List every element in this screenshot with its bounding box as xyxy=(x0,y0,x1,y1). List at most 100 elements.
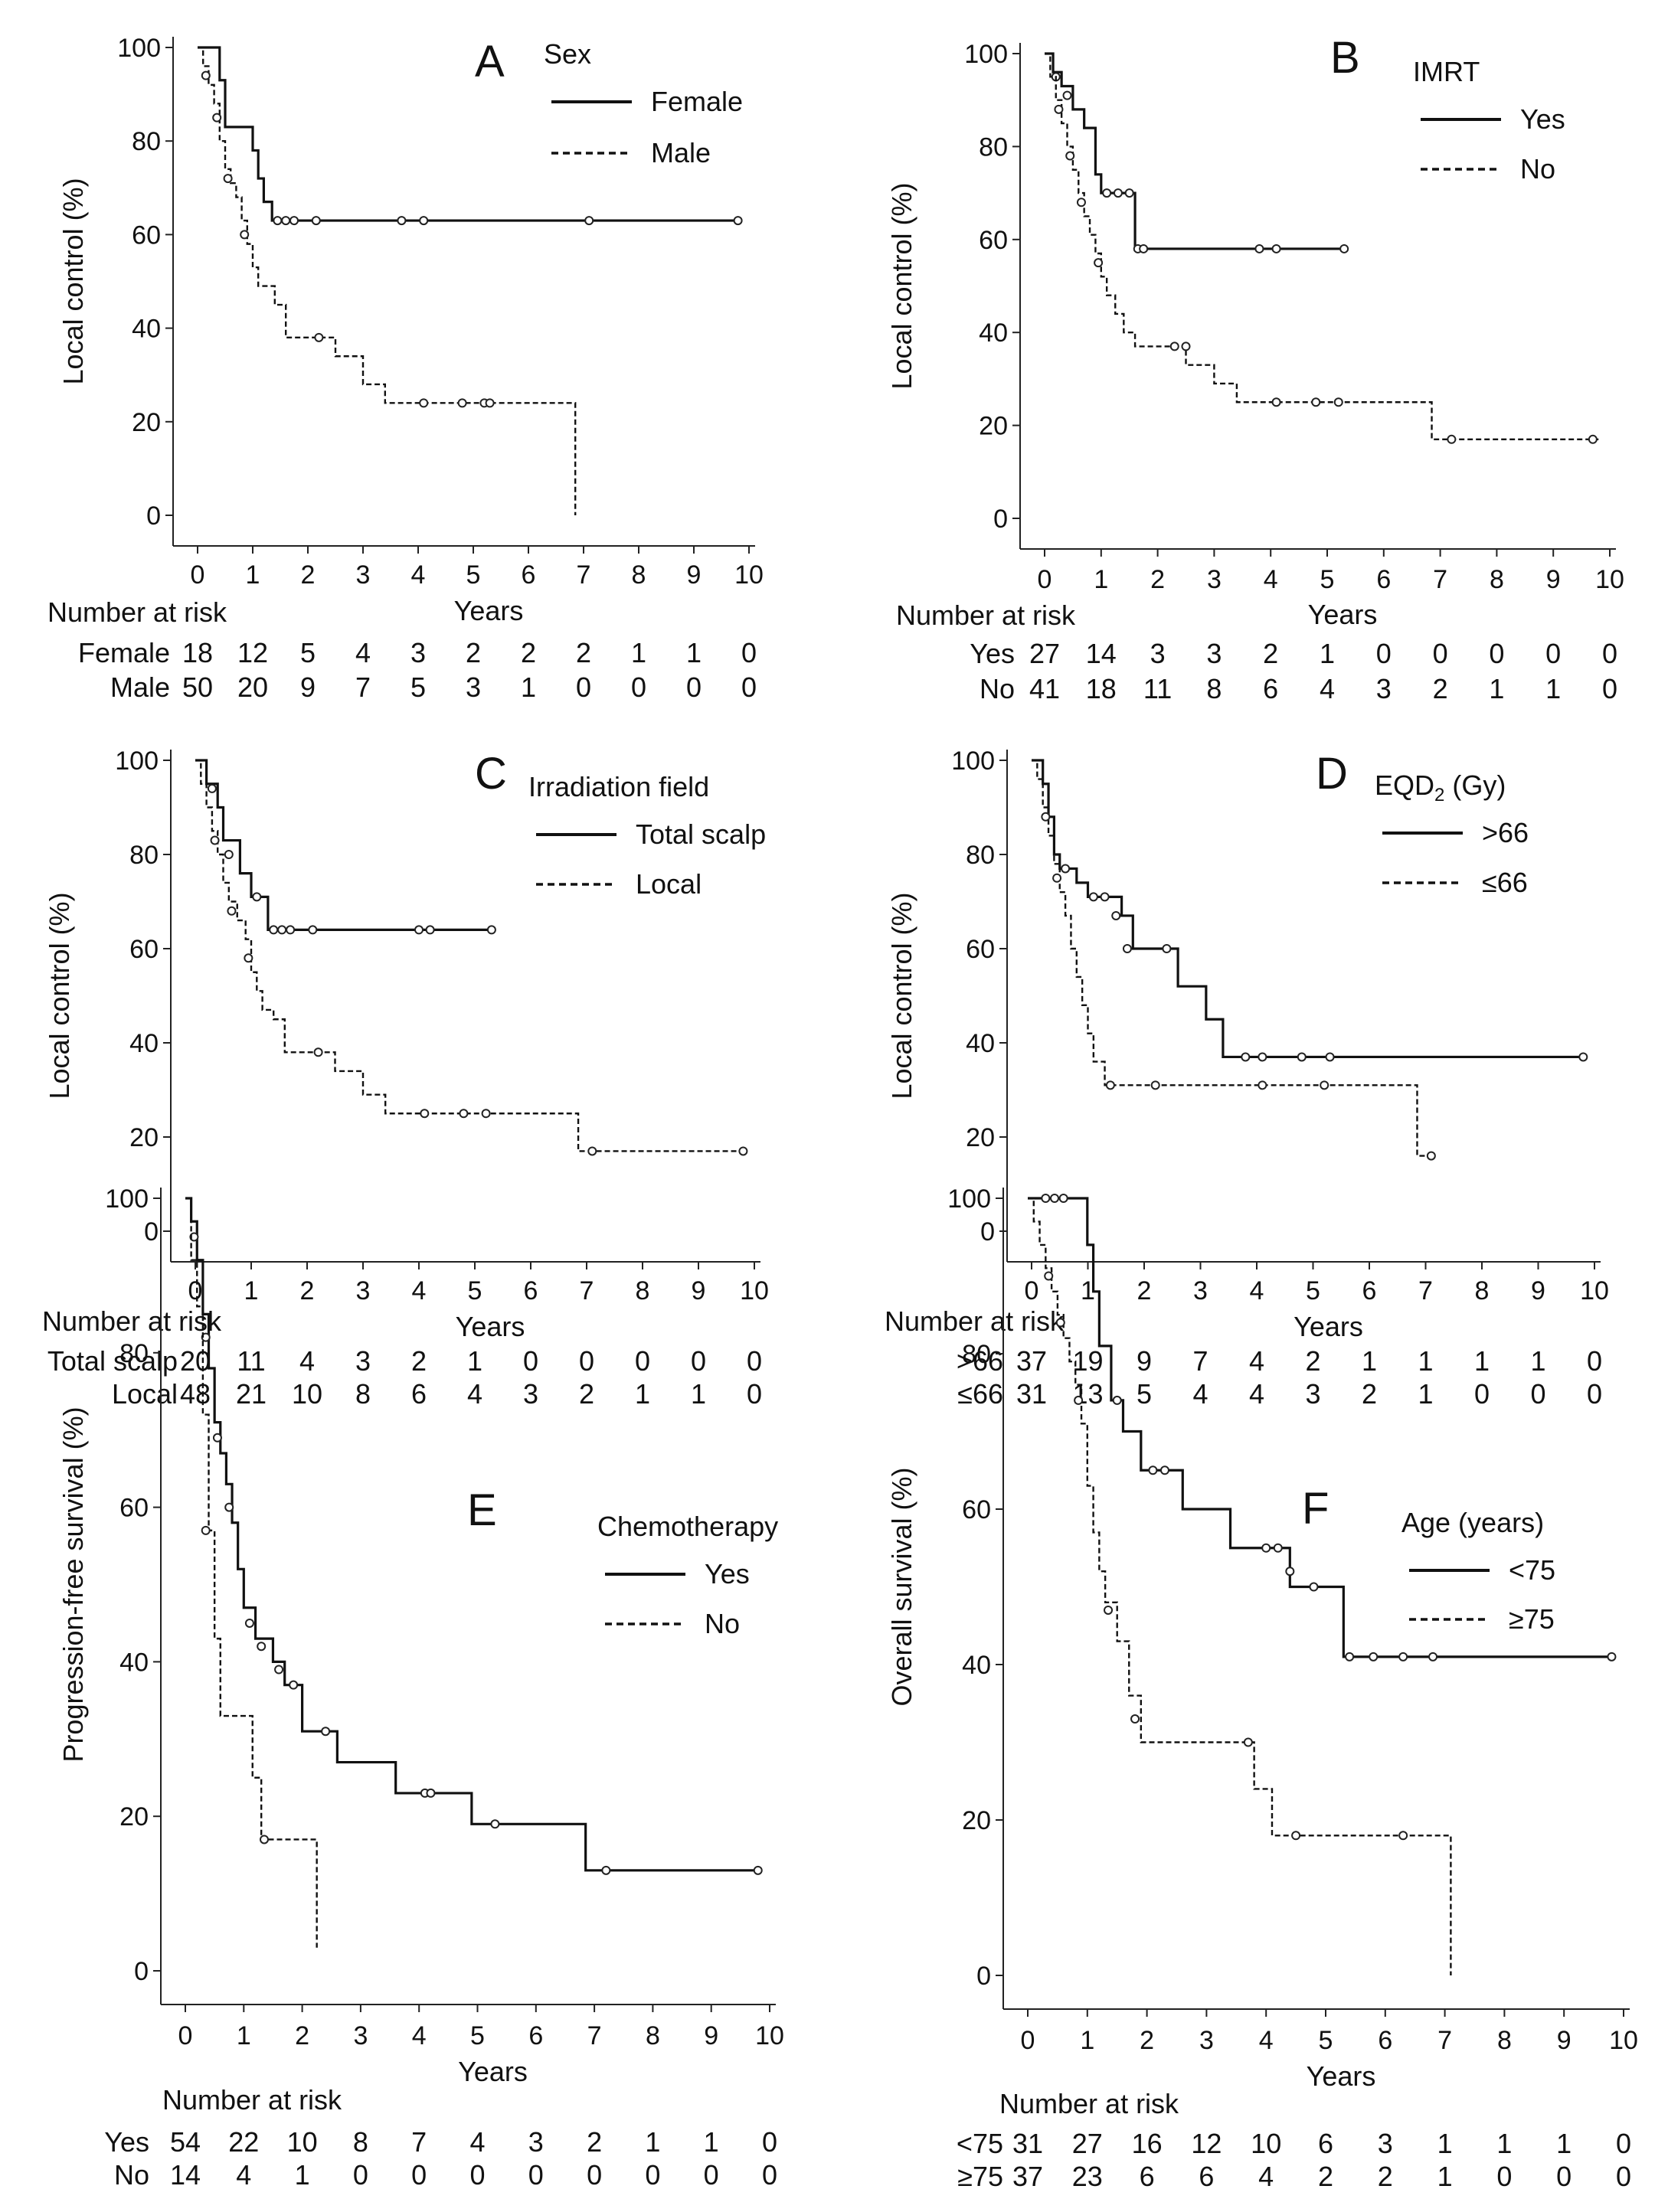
risk-count: 2 xyxy=(1433,673,1448,704)
censor-mark xyxy=(1254,243,1264,253)
censor-mark xyxy=(224,1502,234,1512)
censor-mark xyxy=(1130,1714,1140,1724)
risk-count: 6 xyxy=(1140,2161,1155,2192)
y-axis-label: Local control (%) xyxy=(57,178,89,384)
censor-mark xyxy=(1062,90,1072,100)
y-tick-label: 20 xyxy=(119,1802,149,1831)
censor-mark xyxy=(1044,1271,1054,1281)
censor-mark xyxy=(1102,188,1112,198)
censor-mark xyxy=(244,953,253,963)
censor-mark xyxy=(490,1819,500,1829)
legend-entry: ≥75 xyxy=(1509,1603,1555,1635)
censor-mark xyxy=(1065,151,1075,161)
risk-count: 0 xyxy=(686,671,702,703)
y-tick-label: 60 xyxy=(132,221,161,250)
risk-count: 0 xyxy=(645,2159,660,2191)
legend-entry: Yes xyxy=(1520,103,1565,135)
risk-row-label: Female xyxy=(78,637,170,668)
legend: EQD2 (Gy) >66 ≤66 xyxy=(1375,769,1529,898)
x-tick-label: 10 xyxy=(734,560,764,590)
x-tick-label: 8 xyxy=(1497,2026,1512,2055)
risk-count: 27 xyxy=(1029,638,1060,669)
legend-title: Chemotherapy xyxy=(597,1511,778,1542)
x-tick-label: 2 xyxy=(300,1276,315,1305)
x-tick-label: 2 xyxy=(1150,565,1165,594)
censor-mark xyxy=(1088,892,1098,902)
risk-table-title: Number at risk xyxy=(47,596,227,628)
censor-mark xyxy=(1311,397,1321,407)
legend-entry: ≤66 xyxy=(1482,867,1528,898)
censor-mark xyxy=(420,1109,430,1119)
risk-count: 1 xyxy=(1362,1345,1377,1377)
risk-count: 0 xyxy=(762,2126,777,2158)
y-axis-label: Progression-free survival (%) xyxy=(57,1407,89,1762)
censor-mark xyxy=(1074,1395,1084,1405)
censor-mark xyxy=(1050,1194,1060,1203)
risk-count: 1 xyxy=(1474,1345,1490,1377)
censor-mark xyxy=(1100,892,1110,902)
censor-mark xyxy=(274,1665,284,1675)
censor-mark xyxy=(419,398,429,408)
km-curve-solid xyxy=(198,46,738,222)
censor-mark xyxy=(1112,1395,1122,1405)
censor-mark xyxy=(1058,1194,1068,1203)
legend: Sex Female Male xyxy=(544,38,743,168)
risk-count: 0 xyxy=(747,1345,762,1377)
x-tick-label: 10 xyxy=(1580,1276,1609,1305)
panel-letter: D xyxy=(1316,749,1348,799)
risk-count: 1 xyxy=(1437,2161,1453,2192)
x-tick-label: 2 xyxy=(1137,1276,1152,1305)
risk-count: 1 xyxy=(295,2159,310,2191)
x-tick-label: 5 xyxy=(1319,2026,1333,2055)
risk-count: 1 xyxy=(467,1345,482,1377)
x-tick-label: 7 xyxy=(1418,1276,1433,1305)
risk-count: 1 xyxy=(1530,1345,1545,1377)
y-tick-label: 100 xyxy=(115,747,159,776)
risk-table-title: Number at risk xyxy=(885,1305,1065,1337)
censor-mark xyxy=(1169,341,1179,351)
x-tick-label: 1 xyxy=(1094,565,1108,594)
risk-count: 2 xyxy=(1305,1345,1320,1377)
risk-row-label: Local xyxy=(112,1378,178,1410)
risk-count: 0 xyxy=(528,2159,544,2191)
risk-count: 0 xyxy=(1616,2128,1631,2159)
risk-count: 31 xyxy=(1012,2128,1043,2159)
censor-mark xyxy=(1285,1567,1295,1576)
risk-count: 4 xyxy=(1249,1378,1264,1410)
risk-count: 31 xyxy=(1016,1378,1047,1410)
risk-count: 0 xyxy=(587,2159,602,2191)
risk-count: 11 xyxy=(1143,673,1172,704)
y-tick-label: 0 xyxy=(976,1962,991,1991)
risk-count: 37 xyxy=(1016,1345,1047,1377)
x-tick-label: 4 xyxy=(411,560,426,590)
censor-mark xyxy=(426,1788,436,1798)
risk-count: 9 xyxy=(300,671,316,703)
y-tick-label: 20 xyxy=(979,412,1008,441)
censor-mark xyxy=(1258,1052,1267,1062)
legend-entry: No xyxy=(1520,153,1555,185)
x-tick-label: 6 xyxy=(1376,565,1391,594)
risk-count: 4 xyxy=(467,1378,482,1410)
censor-mark xyxy=(397,216,407,226)
risk-count: 3 xyxy=(523,1378,538,1410)
censor-mark xyxy=(1241,1052,1251,1062)
y-tick-label: 100 xyxy=(964,40,1008,69)
y-tick-label: 80 xyxy=(129,841,159,870)
censor-mark xyxy=(210,835,220,845)
censor-mark xyxy=(289,1680,299,1690)
risk-count: 0 xyxy=(1545,638,1561,669)
censor-mark xyxy=(257,1642,267,1652)
risk-count: 0 xyxy=(469,2159,485,2191)
risk-count: 20 xyxy=(180,1345,211,1377)
km-curve-solid xyxy=(1028,1197,1612,1658)
censor-mark xyxy=(321,1727,331,1737)
censor-mark xyxy=(252,892,262,902)
risk-row-label: ≥75 xyxy=(957,2161,1003,2192)
x-tick-label: 7 xyxy=(1433,565,1447,594)
censor-mark xyxy=(1309,1582,1319,1592)
y-tick-label: 0 xyxy=(993,505,1008,534)
censor-mark xyxy=(289,216,299,226)
legend-title: Age (years) xyxy=(1401,1507,1544,1538)
risk-count: 23 xyxy=(1072,2161,1103,2192)
